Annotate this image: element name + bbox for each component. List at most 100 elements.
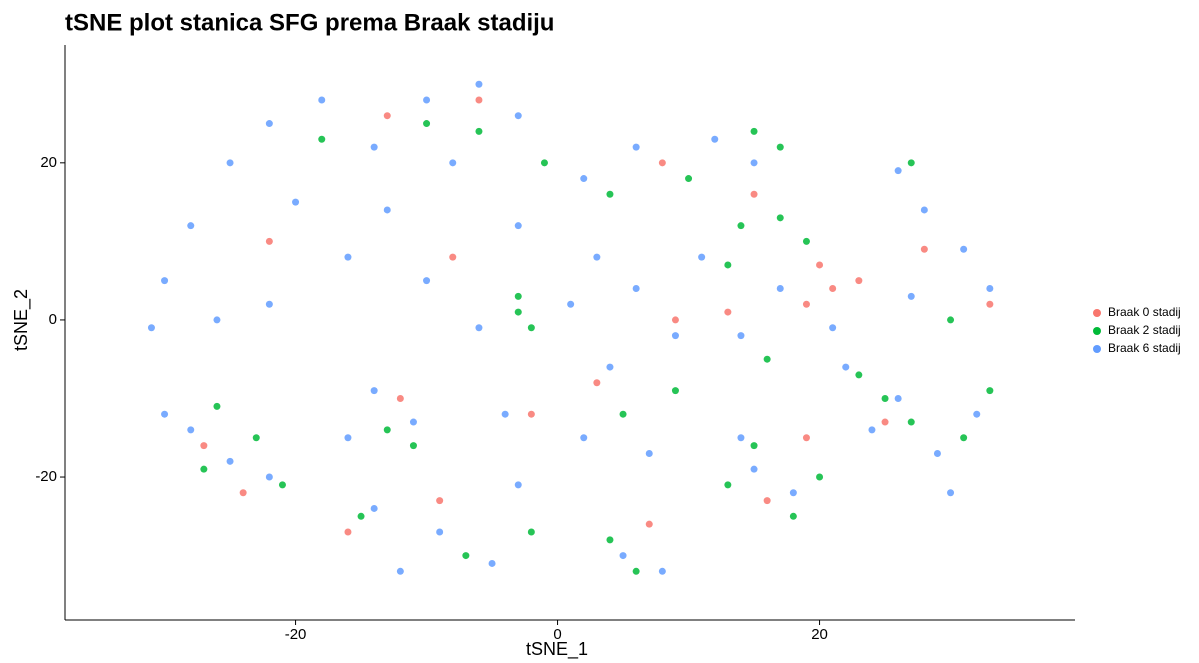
point	[396, 394, 404, 402]
point	[920, 245, 928, 253]
point	[816, 261, 824, 269]
point	[763, 355, 771, 363]
point	[436, 528, 444, 536]
point	[265, 300, 273, 308]
point	[737, 332, 745, 340]
point	[632, 285, 640, 293]
point	[488, 559, 496, 567]
point	[436, 497, 444, 505]
point	[501, 410, 509, 418]
point	[161, 410, 169, 418]
point	[632, 143, 640, 151]
point	[370, 387, 378, 395]
point	[475, 324, 483, 332]
point	[737, 434, 745, 442]
point	[423, 96, 431, 104]
point	[763, 497, 771, 505]
point	[567, 300, 575, 308]
point	[973, 410, 981, 418]
point	[475, 80, 483, 88]
point	[789, 512, 797, 520]
chart-title: tSNE plot stanica SFG prema Braak stadij…	[65, 9, 554, 36]
y-tick-label: 0	[49, 311, 57, 328]
point	[855, 277, 863, 285]
point	[213, 402, 221, 410]
point	[527, 410, 535, 418]
point	[855, 371, 863, 379]
point	[318, 135, 326, 143]
point	[580, 175, 588, 183]
point	[658, 567, 666, 575]
legend-marker	[1093, 345, 1101, 353]
point	[737, 222, 745, 230]
point	[724, 481, 732, 489]
point	[802, 300, 810, 308]
point	[514, 308, 522, 316]
point	[907, 292, 915, 300]
point	[252, 434, 260, 442]
point	[960, 245, 968, 253]
point	[606, 190, 614, 198]
x-tick-label: -20	[285, 626, 307, 643]
point	[396, 567, 404, 575]
point	[947, 316, 955, 324]
point	[423, 277, 431, 285]
point	[527, 528, 535, 536]
point	[278, 481, 286, 489]
point	[750, 442, 758, 450]
point	[187, 222, 195, 230]
point	[776, 143, 784, 151]
legend-label: Braak 2 stadij	[1108, 323, 1181, 337]
point	[527, 324, 535, 332]
point	[226, 457, 234, 465]
point	[868, 426, 876, 434]
point	[685, 175, 693, 183]
point	[344, 434, 352, 442]
point	[776, 285, 784, 293]
point	[789, 489, 797, 497]
point	[409, 418, 417, 426]
legend-label: Braak 0 stadij	[1108, 305, 1181, 319]
x-tick-label: 20	[811, 626, 828, 643]
point	[580, 434, 588, 442]
point	[632, 567, 640, 575]
point	[947, 489, 955, 497]
point	[147, 324, 155, 332]
legend-marker	[1093, 309, 1101, 317]
point	[370, 143, 378, 151]
point	[881, 418, 889, 426]
point	[187, 426, 195, 434]
point	[750, 465, 758, 473]
point	[344, 528, 352, 536]
y-tick-label: 20	[40, 154, 57, 171]
x-tick-label: 0	[553, 626, 561, 643]
point	[357, 512, 365, 520]
y-tick-label: -20	[35, 468, 57, 485]
point	[540, 159, 548, 167]
point	[449, 159, 457, 167]
point	[200, 465, 208, 473]
point	[645, 520, 653, 528]
point	[449, 253, 457, 261]
point	[724, 261, 732, 269]
point	[750, 159, 758, 167]
point	[645, 449, 653, 457]
point	[383, 206, 391, 214]
point	[698, 253, 706, 261]
point	[802, 237, 810, 245]
point	[265, 473, 273, 481]
point	[514, 292, 522, 300]
point	[344, 253, 352, 261]
x-axis-label: tSNE_1	[526, 639, 588, 660]
point	[213, 316, 221, 324]
point	[986, 387, 994, 395]
point	[829, 285, 837, 293]
point	[658, 159, 666, 167]
point	[816, 473, 824, 481]
point	[933, 449, 941, 457]
point	[881, 394, 889, 402]
point	[226, 159, 234, 167]
point	[239, 489, 247, 497]
point	[265, 237, 273, 245]
point	[894, 394, 902, 402]
